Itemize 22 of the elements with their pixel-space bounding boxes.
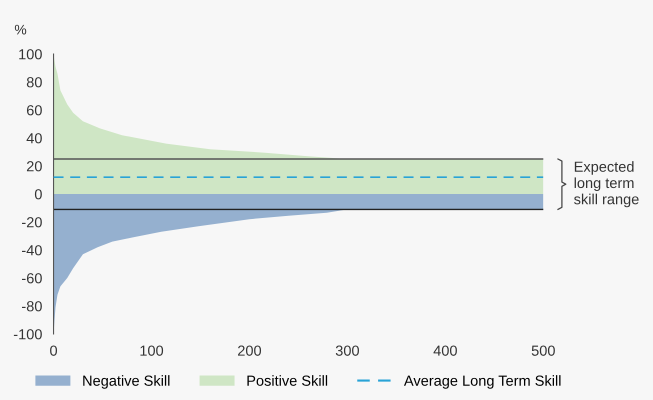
text: Expected long term skill range xyxy=(574,161,639,208)
x-tick-label: 200 xyxy=(238,345,262,356)
y-tick-label: -100 xyxy=(14,329,42,340)
x-tick-label: 300 xyxy=(336,345,359,356)
y-tick-label: -80 xyxy=(22,301,42,312)
y-tick-label: 40 xyxy=(26,133,42,144)
legend-label: Average Long Term Skill xyxy=(404,375,560,389)
y-tick-label: 60 xyxy=(26,105,42,116)
y-tick-label: -40 xyxy=(22,245,42,256)
y-tick-label: -20 xyxy=(22,217,42,228)
x-tick-label: 400 xyxy=(434,345,457,356)
y-tick-label: -60 xyxy=(22,273,42,284)
y-axis-title: % xyxy=(14,24,26,34)
y-tick-label: 0 xyxy=(34,189,42,200)
y-tick-label: 100 xyxy=(19,49,42,60)
y-tick-label: 20 xyxy=(26,161,42,172)
x-tick-label: 100 xyxy=(140,345,164,356)
x-tick-label: 0 xyxy=(50,345,58,356)
x-tick-label: 500 xyxy=(532,345,555,356)
legend-label: Negative Skill xyxy=(83,375,170,389)
y-tick-label: 80 xyxy=(26,77,42,88)
legend-label: Positive Skill xyxy=(247,375,328,386)
